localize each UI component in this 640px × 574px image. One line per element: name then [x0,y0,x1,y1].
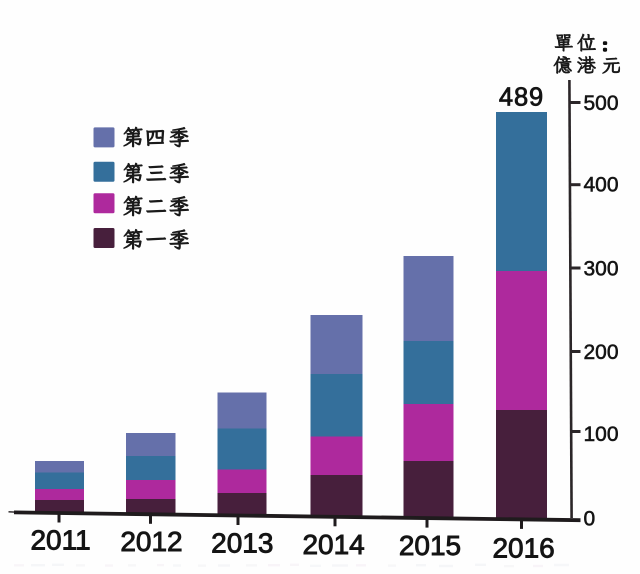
svg-text:100: 100 [584,423,619,446]
svg-text:200: 200 [584,341,619,364]
svg-text:500: 500 [584,92,619,115]
svg-text:2016: 2016 [492,532,554,563]
svg-text:400: 400 [584,174,619,197]
svg-text:2013: 2013 [211,528,273,559]
svg-text:2012: 2012 [120,526,182,557]
svg-text:2015: 2015 [399,530,461,561]
svg-text:2011: 2011 [30,525,90,556]
svg-text:2014: 2014 [302,529,364,560]
svg-text:0: 0 [584,507,596,530]
svg-text:489: 489 [499,84,544,112]
svg-text:300: 300 [584,258,619,281]
